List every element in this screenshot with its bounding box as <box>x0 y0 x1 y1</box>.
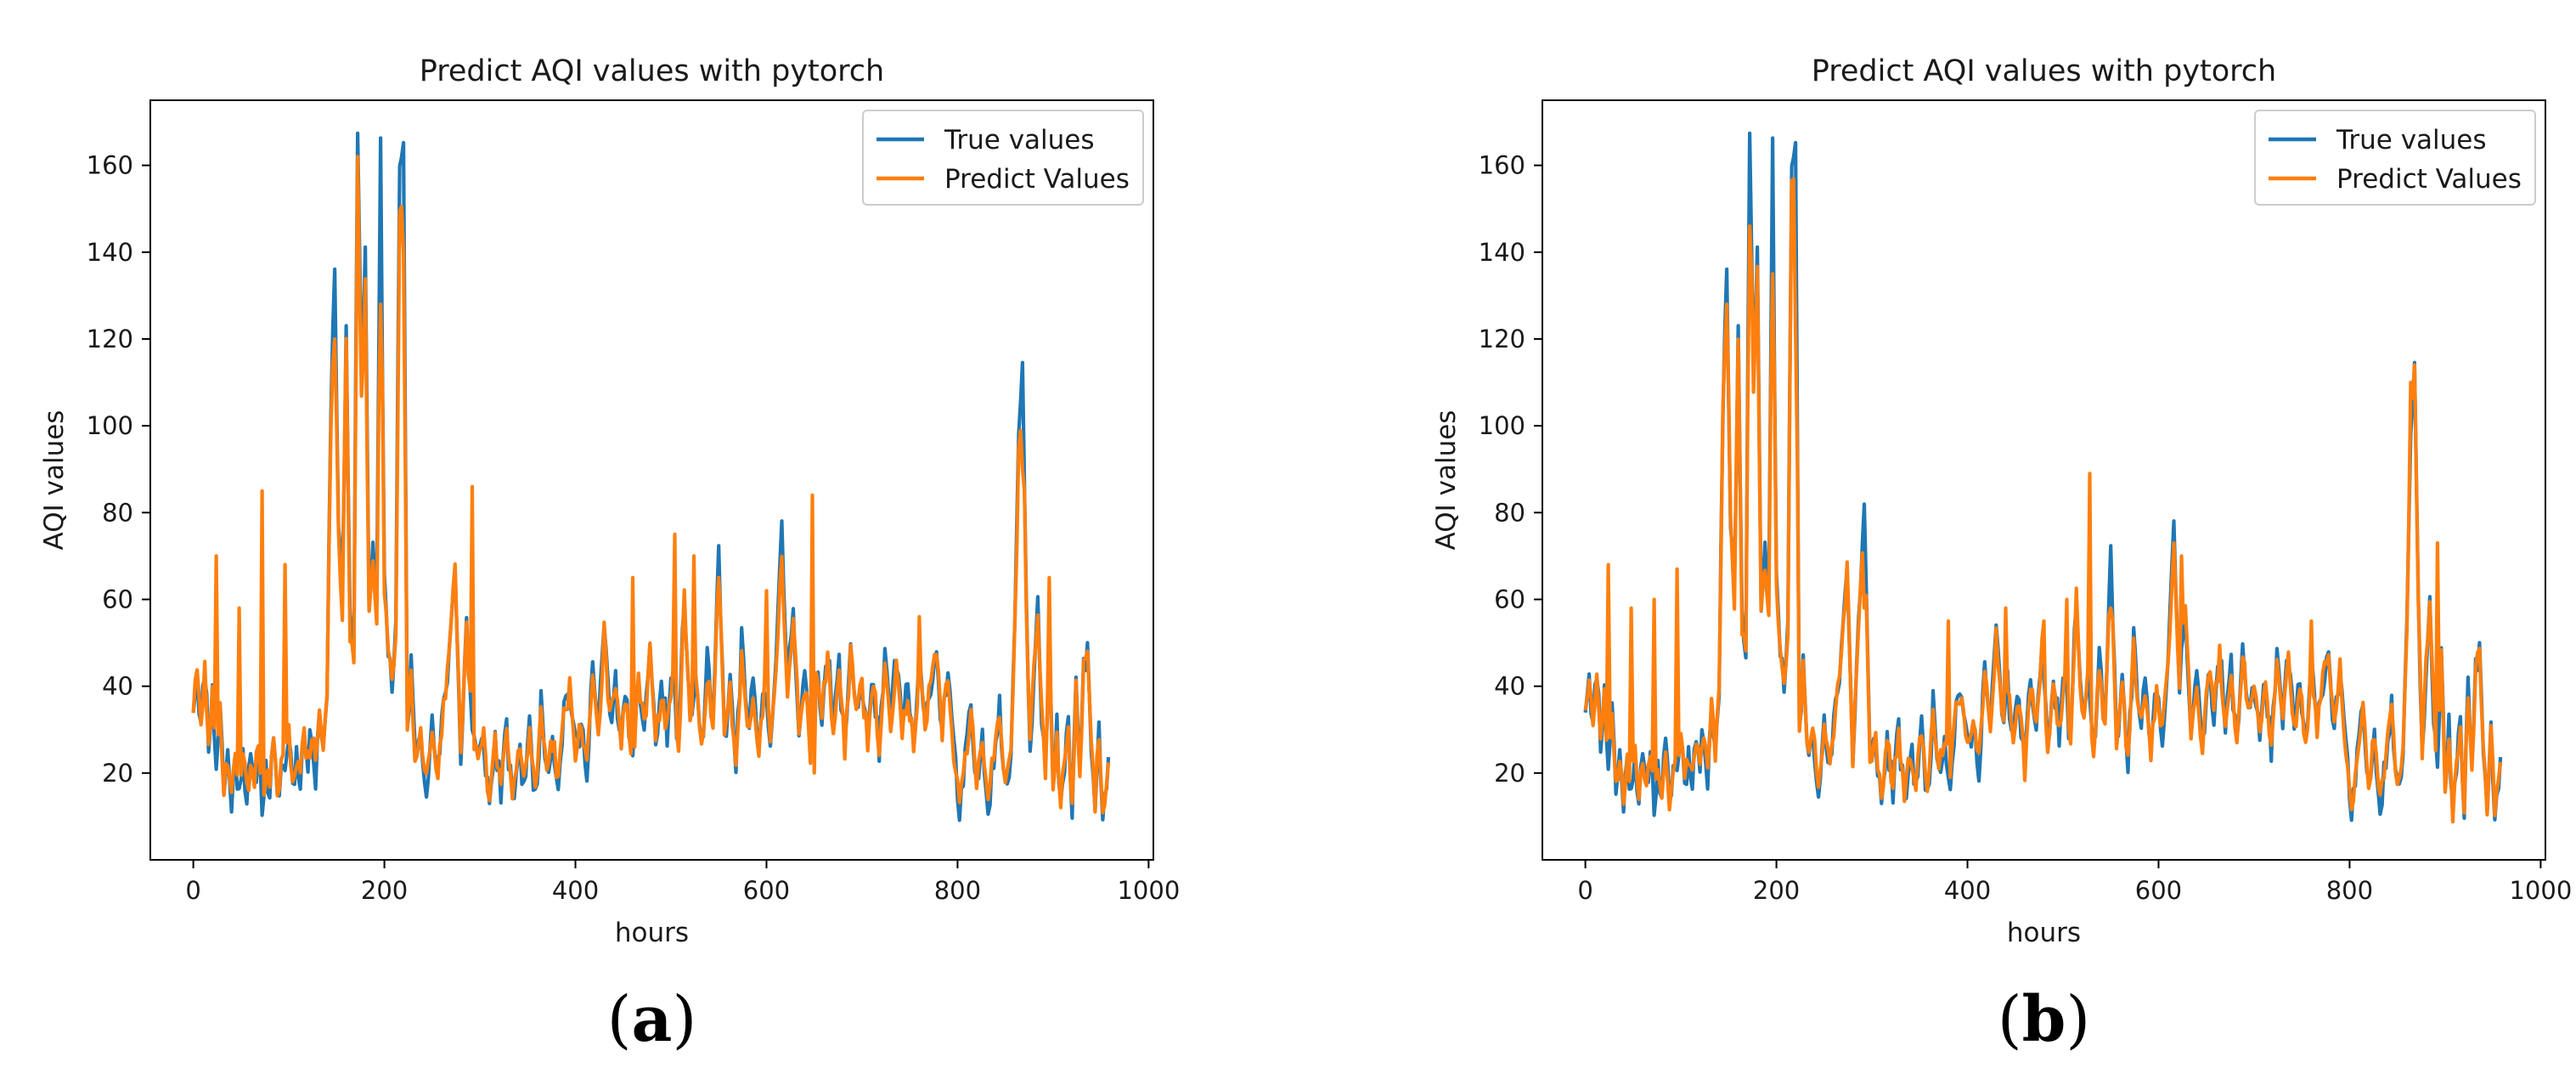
plot-frame <box>149 99 1154 861</box>
x-tick-label: 0 <box>185 876 200 905</box>
x-tick-label: 1000 <box>1117 876 1180 905</box>
x-tick-label: 600 <box>743 876 790 905</box>
y-tick-label: 160 <box>87 151 133 180</box>
x-tick-label: 400 <box>1944 876 1991 905</box>
legend-label: True values <box>2336 125 2487 155</box>
x-tick-label: 800 <box>934 876 981 905</box>
y-tick-label: 40 <box>102 672 133 701</box>
legend-label: True values <box>944 125 1095 155</box>
legend-label: Predict Values <box>944 164 1130 195</box>
series-line-predict-values <box>1583 177 2503 824</box>
plot-frame <box>1542 99 2546 861</box>
y-tick-label: 140 <box>1479 238 1525 267</box>
y-tick-label: 140 <box>87 238 133 267</box>
y-tick-label: 160 <box>1479 151 1525 180</box>
y-tick-label: 80 <box>102 498 133 527</box>
y-tick-label: 120 <box>1479 325 1525 353</box>
x-tick-label: 600 <box>2135 876 2182 905</box>
chart-title: Predict AQI values with pytorch <box>420 54 884 88</box>
x-axis-title: hours <box>615 918 689 948</box>
panel-label: (b) <box>1998 983 2091 1056</box>
x-tick-label: 1000 <box>2509 876 2572 905</box>
legend: True values Predict Values <box>862 110 1144 206</box>
x-tick-label: 0 <box>1577 876 1592 905</box>
x-tick-label: 800 <box>2326 876 2373 905</box>
y-tick-label: 120 <box>87 325 133 353</box>
x-tick-label: 400 <box>552 876 599 905</box>
y-tick-label: 100 <box>87 411 133 440</box>
y-tick-label: 20 <box>1494 759 1525 788</box>
y-tick-label: 40 <box>1494 672 1525 701</box>
x-axis-title: hours <box>2007 918 2081 948</box>
chart-panel-b: Predict AQI values with pytorch 0 200 400 60… <box>1392 0 2576 1068</box>
legend-box <box>2254 110 2536 206</box>
y-tick-label: 60 <box>1494 585 1525 613</box>
x-tick-label: 200 <box>1753 876 1800 905</box>
y-tick-label: 20 <box>102 759 133 788</box>
y-axis-title: AQI values <box>39 410 70 551</box>
chart-panel-a: Predict AQI values with pytorch 0 200 400 60… <box>39 54 1180 1056</box>
legend-box <box>862 110 1144 206</box>
legend: True values Predict Values <box>2254 110 2536 206</box>
chart-b-svg: Predict AQI values with pytorch 0 200 400 60… <box>1431 54 2572 1056</box>
legend-label: Predict Values <box>2336 164 2522 195</box>
series-line-predict-values <box>191 155 1111 815</box>
y-tick-label: 80 <box>1494 498 1525 527</box>
chart-title: Predict AQI values with pytorch <box>1812 54 2276 88</box>
y-axis-title: AQI values <box>1431 410 1462 551</box>
x-tick-label: 200 <box>361 876 408 905</box>
y-tick-label: 100 <box>1479 411 1525 440</box>
y-tick-label: 60 <box>102 585 133 613</box>
chart-a-svg: Predict AQI values with pytorch 0 200 400 60… <box>39 54 1180 1056</box>
panel-label: (a) <box>607 983 697 1056</box>
